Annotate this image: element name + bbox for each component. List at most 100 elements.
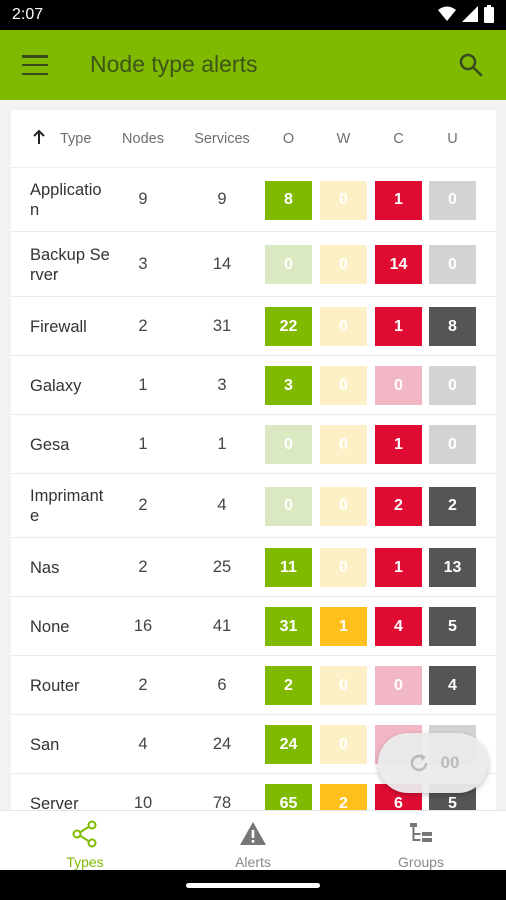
menu-button[interactable] bbox=[22, 53, 48, 77]
share-icon bbox=[72, 820, 97, 848]
status-badge-c[interactable]: 0 bbox=[375, 666, 422, 705]
status-badge-u[interactable]: 4 bbox=[429, 666, 476, 705]
page-title: Node type alerts bbox=[90, 51, 258, 77]
status-badge-o[interactable]: 2 bbox=[265, 666, 312, 705]
status-badge-u[interactable]: 8 bbox=[429, 307, 476, 346]
status-badge-u[interactable]: 2 bbox=[429, 486, 476, 526]
status-badge-o[interactable]: 0 bbox=[265, 245, 312, 284]
home-gesture-bar[interactable] bbox=[186, 883, 320, 888]
status-badge-w[interactable]: 0 bbox=[320, 486, 367, 526]
status-badge-w[interactable]: 0 bbox=[320, 425, 367, 464]
status-badge-w[interactable]: 0 bbox=[320, 245, 367, 284]
status-badge-u[interactable]: 0 bbox=[429, 245, 476, 284]
status-badge-c[interactable]: 14 bbox=[375, 245, 422, 284]
header-type[interactable]: Type bbox=[60, 131, 92, 147]
cell-services: 41 bbox=[212, 616, 232, 635]
status-badge-o[interactable]: 0 bbox=[265, 486, 312, 526]
status-badge-c[interactable]: 0 bbox=[375, 366, 422, 405]
status-badge-u[interactable]: 0 bbox=[429, 425, 476, 464]
table-row[interactable]: Application 9 9 8 0 1 0 bbox=[11, 168, 496, 232]
status-badge-u[interactable]: 5 bbox=[429, 607, 476, 646]
cell-type: Nas bbox=[30, 558, 60, 577]
nav-groups[interactable]: Groups bbox=[337, 811, 505, 871]
cell-type: Firewall bbox=[30, 317, 87, 336]
status-badge-w[interactable]: 0 bbox=[320, 666, 367, 705]
table-row[interactable]: Backup Server 3 14 0 0 14 0 bbox=[11, 232, 496, 297]
status-badge-u[interactable]: 0 bbox=[429, 180, 476, 220]
status-badge-c[interactable]: 1 bbox=[375, 180, 422, 220]
signal-icon bbox=[462, 6, 478, 22]
status-badge-w[interactable]: 2 bbox=[320, 784, 367, 810]
refresh-button[interactable]: 00 bbox=[378, 733, 488, 793]
status-badge-o[interactable]: 24 bbox=[265, 725, 312, 764]
status-badge-w[interactable]: 0 bbox=[320, 180, 367, 220]
cell-services: 31 bbox=[212, 316, 232, 335]
nav-label-types: Types bbox=[66, 854, 104, 870]
nav-types[interactable]: Types bbox=[1, 811, 169, 871]
table-row[interactable]: Firewall 2 31 22 0 1 8 bbox=[11, 297, 496, 356]
header-nodes[interactable]: Nodes bbox=[122, 131, 164, 147]
battery-icon bbox=[484, 5, 494, 23]
header-services[interactable]: Services bbox=[194, 131, 250, 147]
cell-type: None bbox=[30, 617, 70, 636]
status-badge-o[interactable]: 3 bbox=[265, 366, 312, 405]
status-badge-o[interactable]: 65 bbox=[265, 784, 312, 810]
groups-icon bbox=[410, 823, 432, 842]
table-row[interactable]: Router 2 6 2 0 0 4 bbox=[11, 656, 496, 715]
alerts-table: Type Nodes Services O W C U Application 9… bbox=[11, 110, 496, 810]
nav-label-alerts: Alerts bbox=[235, 854, 271, 870]
status-badge-o[interactable]: 8 bbox=[265, 180, 312, 220]
arrow-up-icon bbox=[33, 129, 45, 145]
status-badge-c[interactable]: 1 bbox=[375, 307, 422, 346]
cell-type: Application bbox=[30, 181, 102, 219]
system-nav-bar bbox=[0, 870, 506, 900]
status-badge-w[interactable]: 0 bbox=[320, 725, 367, 764]
status-badge-w[interactable]: 0 bbox=[320, 307, 367, 346]
cell-type: Gesa bbox=[30, 435, 70, 454]
table-row[interactable]: Nas 2 25 11 0 1 13 bbox=[11, 538, 496, 597]
search-icon bbox=[459, 53, 483, 77]
cell-nodes: 2 bbox=[138, 496, 148, 514]
status-badge-u[interactable]: 0 bbox=[429, 366, 476, 405]
cell-nodes: 9 bbox=[138, 190, 148, 208]
status-badge-o[interactable]: 11 bbox=[265, 548, 312, 587]
header-u[interactable]: U bbox=[447, 131, 458, 147]
cell-services: 6 bbox=[217, 675, 227, 694]
table-row[interactable]: Gesa 1 1 0 0 1 0 bbox=[11, 415, 496, 474]
status-badge-c[interactable]: 2 bbox=[375, 486, 422, 526]
cell-type: Backup Server bbox=[30, 245, 110, 284]
nav-alerts[interactable]: Alerts bbox=[169, 811, 337, 871]
cell-nodes: 2 bbox=[138, 316, 148, 335]
status-badge-o[interactable]: 0 bbox=[265, 425, 312, 464]
table-row[interactable]: Imprimante 2 4 0 0 2 2 bbox=[11, 474, 496, 538]
status-badge-c[interactable]: 1 bbox=[375, 425, 422, 464]
nav-label-groups: Groups bbox=[398, 854, 444, 870]
status-badge-w[interactable]: 0 bbox=[320, 548, 367, 587]
table-row[interactable]: Galaxy 1 3 3 0 0 0 bbox=[11, 356, 496, 415]
warning-icon bbox=[240, 822, 266, 845]
cell-type: San bbox=[30, 735, 60, 754]
menu-icon-line bbox=[22, 63, 48, 67]
status-badge-u[interactable]: 13 bbox=[429, 548, 476, 587]
header-w[interactable]: W bbox=[336, 131, 351, 147]
status-badge-o[interactable]: 31 bbox=[265, 607, 312, 646]
status-badge-c[interactable]: 1 bbox=[375, 548, 422, 587]
sort-button[interactable] bbox=[31, 129, 47, 145]
cell-nodes: 16 bbox=[133, 616, 153, 635]
header-o[interactable]: O bbox=[282, 131, 295, 147]
refresh-icon bbox=[410, 754, 427, 772]
status-badge-c[interactable]: 4 bbox=[375, 607, 422, 646]
cell-services: 4 bbox=[217, 496, 227, 514]
bottom-nav: Types Alerts Groups bbox=[0, 810, 506, 870]
cell-nodes: 2 bbox=[138, 557, 148, 576]
status-bar: 2:07 bbox=[0, 0, 506, 30]
status-badge-w[interactable]: 0 bbox=[320, 366, 367, 405]
refresh-countdown: 00 bbox=[440, 753, 460, 772]
cell-services: 9 bbox=[217, 190, 227, 208]
cell-nodes: 1 bbox=[138, 434, 148, 453]
search-button[interactable] bbox=[458, 52, 484, 78]
table-row[interactable]: None 16 41 31 1 4 5 bbox=[11, 597, 496, 656]
status-badge-w[interactable]: 1 bbox=[320, 607, 367, 646]
header-c[interactable]: C bbox=[393, 131, 404, 147]
status-badge-o[interactable]: 22 bbox=[265, 307, 312, 346]
